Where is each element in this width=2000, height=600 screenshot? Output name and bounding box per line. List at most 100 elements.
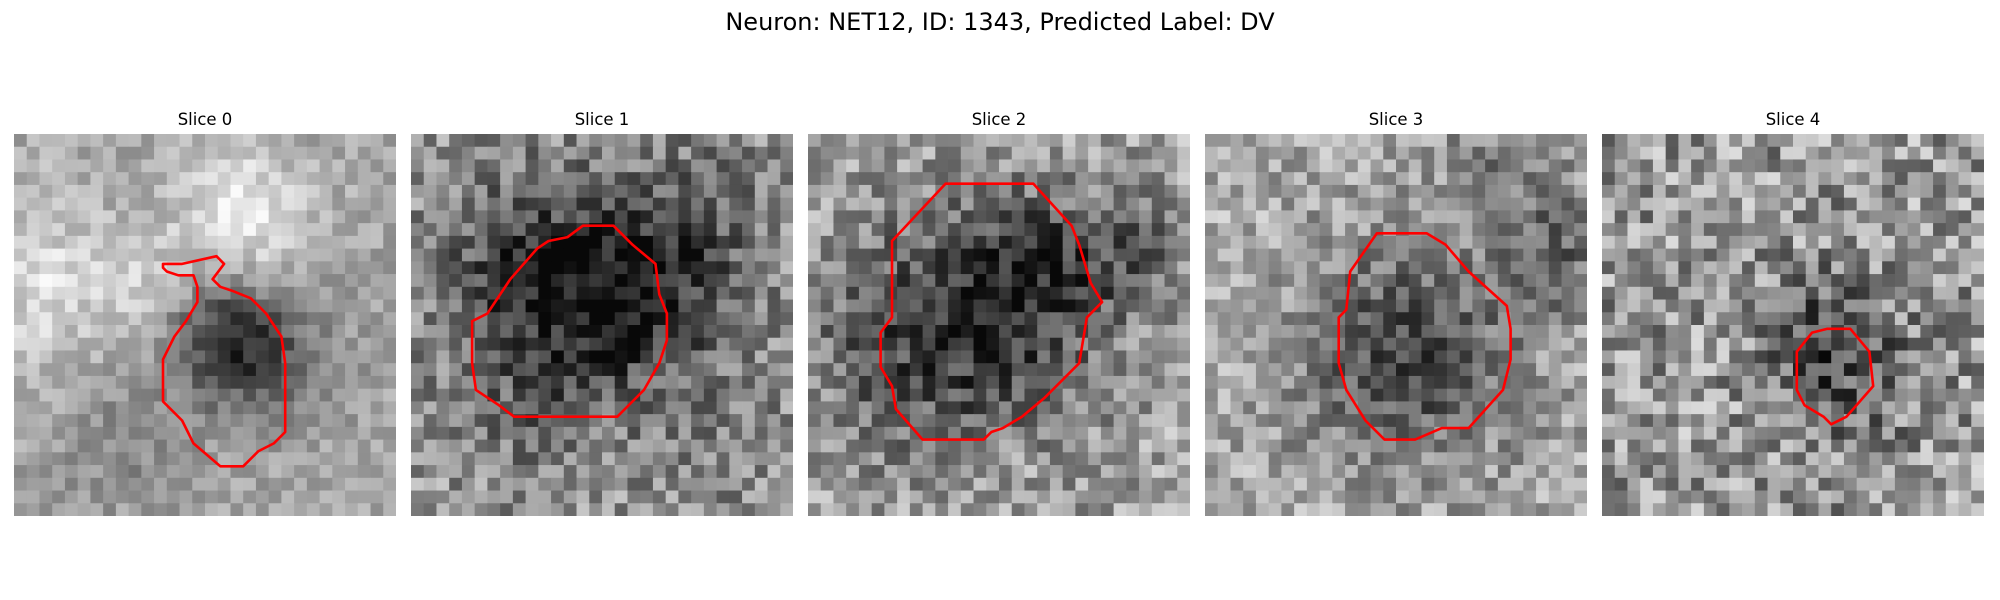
pixel — [1627, 414, 1641, 428]
pixel — [1716, 299, 1730, 313]
pixel — [1472, 363, 1486, 377]
pixel — [986, 363, 1000, 377]
pixel — [179, 401, 193, 415]
pixel — [1894, 274, 1908, 288]
pixel — [884, 452, 898, 466]
pixel — [678, 401, 692, 415]
pixel — [1396, 452, 1410, 466]
pixel — [858, 452, 873, 466]
pixel — [808, 337, 822, 351]
pixel — [1742, 274, 1756, 288]
pixel — [1319, 465, 1333, 479]
pixel — [754, 261, 768, 275]
pixel — [1548, 350, 1562, 364]
pixel — [449, 184, 463, 199]
pixel — [1205, 452, 1219, 466]
pixel — [1306, 490, 1320, 504]
pixel — [1703, 312, 1717, 326]
pixel — [1767, 363, 1781, 377]
pixel — [103, 274, 117, 288]
pixel — [306, 312, 320, 326]
pixel — [833, 223, 847, 237]
pixel — [383, 426, 396, 440]
pixel — [1408, 414, 1422, 428]
pixel — [935, 452, 949, 466]
pixel — [627, 337, 641, 351]
pixel — [1831, 375, 1845, 390]
pixel — [922, 337, 936, 351]
pixel — [897, 261, 911, 275]
pixel — [1523, 299, 1537, 313]
pixel — [884, 414, 898, 428]
pixel — [922, 172, 936, 186]
pixel — [268, 172, 282, 186]
pixel — [1113, 261, 1127, 275]
pixel — [64, 477, 79, 491]
pixel — [1088, 401, 1102, 415]
pixel — [922, 388, 936, 402]
pixel — [614, 337, 628, 351]
pixel — [1139, 325, 1153, 339]
pixel — [103, 325, 117, 339]
pixel — [449, 363, 463, 377]
pixel — [281, 465, 295, 479]
pixel — [1383, 477, 1397, 491]
pixel — [1497, 197, 1511, 211]
pixel — [754, 312, 768, 326]
pixel — [1561, 350, 1575, 364]
pixel — [487, 261, 501, 275]
pixel — [423, 375, 437, 390]
pixel — [551, 210, 565, 224]
pixel — [1703, 223, 1717, 237]
pixel — [767, 401, 781, 415]
pixel — [1703, 299, 1717, 313]
pixel — [897, 490, 911, 504]
pixel — [742, 350, 756, 364]
pixel — [1062, 235, 1076, 249]
pixel — [332, 134, 346, 148]
pixel — [436, 388, 450, 402]
pixel — [461, 146, 476, 160]
pixel — [230, 375, 244, 390]
pixel — [1243, 248, 1257, 262]
pixel — [1446, 261, 1461, 275]
pixel — [1230, 312, 1244, 326]
pixel — [1780, 159, 1794, 173]
pixel — [576, 401, 590, 415]
pixel — [357, 465, 371, 479]
pixel — [1139, 426, 1153, 440]
pixel — [166, 274, 180, 288]
pixel — [281, 363, 295, 377]
pixel — [1882, 337, 1896, 351]
pixel — [370, 503, 384, 516]
pixel — [1843, 184, 1858, 199]
pixel — [26, 439, 40, 453]
pixel — [948, 146, 962, 160]
pixel — [1856, 159, 1870, 173]
pixel — [716, 248, 730, 262]
pixel — [1049, 350, 1064, 364]
pixel — [294, 337, 308, 351]
pixel — [1049, 477, 1064, 491]
pixel — [948, 312, 962, 326]
pixel — [1396, 210, 1410, 224]
pixel — [1230, 274, 1244, 288]
pixel — [1100, 439, 1114, 453]
pixel — [255, 388, 270, 402]
pixel — [154, 477, 168, 491]
pixel — [973, 299, 987, 313]
pixel — [1640, 172, 1654, 186]
pixel — [1767, 223, 1781, 237]
pixel — [1920, 184, 1934, 199]
pixel — [1100, 184, 1114, 199]
pixel — [1716, 363, 1730, 377]
pixel — [1268, 477, 1282, 491]
pixel — [1408, 503, 1422, 516]
pixel — [1255, 223, 1270, 237]
pixel — [1818, 375, 1832, 390]
pixel — [551, 325, 565, 339]
pixel — [1805, 286, 1819, 300]
pixel — [1742, 363, 1756, 377]
pixel — [1716, 414, 1730, 428]
pixel — [306, 414, 320, 428]
